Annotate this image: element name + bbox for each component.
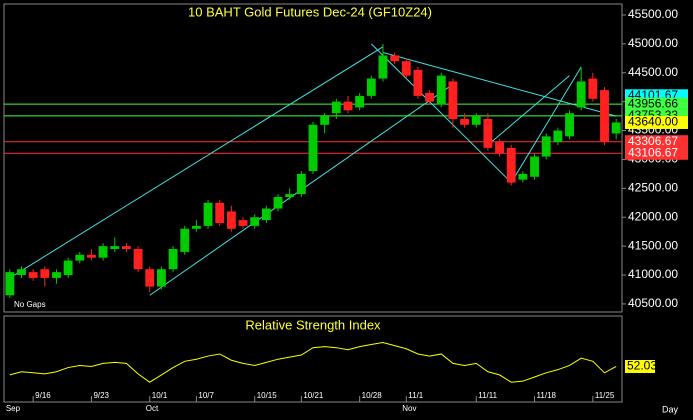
candle-body bbox=[413, 69, 423, 96]
candle-body bbox=[87, 254, 96, 258]
candle-body bbox=[226, 211, 236, 229]
x-tick-label: 9/16 bbox=[35, 391, 51, 400]
candle-body bbox=[250, 217, 260, 226]
y-tick-label: 41500.00 bbox=[628, 238, 678, 252]
candle-body bbox=[122, 246, 131, 250]
y-tick-label: 40500.00 bbox=[628, 296, 678, 310]
chart-title: 10 BAHT Gold Futures Dec-24 (GF10Z24) bbox=[188, 4, 432, 19]
candle-body bbox=[483, 118, 493, 148]
candle-body bbox=[401, 61, 411, 76]
candle-body bbox=[378, 55, 388, 79]
candle-body bbox=[366, 78, 376, 96]
candle-body bbox=[553, 130, 563, 143]
candle-body bbox=[52, 272, 61, 278]
trendline bbox=[487, 75, 570, 146]
x-tick-label: 11/11 bbox=[478, 391, 497, 400]
candle-body bbox=[506, 147, 516, 183]
candle-body bbox=[355, 95, 365, 108]
level-box bbox=[625, 135, 688, 149]
y-tick-label: 42500.00 bbox=[628, 181, 678, 195]
y-tick-label: 45500.00 bbox=[628, 7, 678, 21]
level-box bbox=[625, 146, 688, 160]
rsi-value-label: 52.03 bbox=[627, 359, 657, 373]
level-label: 43306.67 bbox=[628, 134, 678, 148]
candle-body bbox=[565, 113, 574, 137]
candle-body bbox=[320, 116, 330, 125]
y-tick-label: 44500.00 bbox=[628, 65, 678, 79]
candle-body bbox=[145, 269, 155, 287]
x-tick-label: 11/25 bbox=[595, 391, 615, 400]
candle-body bbox=[17, 269, 26, 276]
rsi-panel bbox=[3, 315, 623, 403]
candle-body bbox=[63, 260, 73, 276]
candle-body bbox=[588, 78, 598, 99]
month-label: Sep bbox=[6, 404, 21, 413]
candle-body bbox=[390, 55, 400, 62]
candle-body bbox=[261, 208, 271, 221]
trendline bbox=[9, 46, 384, 279]
level-box bbox=[625, 115, 688, 129]
candle-body bbox=[331, 101, 341, 114]
rsi-value-box bbox=[625, 359, 655, 373]
rsi-line bbox=[9, 341, 617, 383]
candle-body bbox=[273, 197, 283, 209]
candle-body bbox=[518, 173, 528, 180]
candle-body bbox=[576, 81, 586, 108]
candle-body bbox=[180, 228, 190, 252]
note: No Gaps bbox=[14, 300, 46, 309]
candle-body bbox=[308, 124, 318, 172]
x-tick-label: 10/15 bbox=[257, 391, 278, 400]
candle-body bbox=[611, 122, 621, 134]
x-tick-label: 11/1 bbox=[408, 391, 424, 400]
candle-body bbox=[425, 92, 435, 102]
candle-body bbox=[28, 272, 38, 278]
candle-body bbox=[343, 101, 353, 111]
candle-body bbox=[40, 269, 50, 278]
candle-body bbox=[296, 173, 306, 195]
candle-body bbox=[238, 220, 248, 226]
candle-body bbox=[460, 118, 470, 125]
candle-body bbox=[98, 246, 108, 258]
candle-body bbox=[471, 116, 481, 125]
month-label: Oct bbox=[146, 404, 159, 413]
x-tick-label: 10/1 bbox=[152, 391, 168, 400]
x-tick-label: 10/7 bbox=[198, 391, 214, 400]
price-panel bbox=[3, 3, 623, 313]
level-label: 43106.67 bbox=[628, 145, 678, 159]
x-tick-label: 10/28 bbox=[362, 391, 383, 400]
level-label: 43640.00 bbox=[628, 115, 678, 129]
y-tick-label: 41000.00 bbox=[628, 267, 678, 281]
candle-body bbox=[600, 90, 609, 143]
candle-body bbox=[495, 142, 504, 154]
candle-body bbox=[436, 75, 446, 105]
candle-body bbox=[168, 249, 178, 270]
x-tick-label: 10/21 bbox=[303, 391, 324, 400]
candle-body bbox=[285, 194, 295, 198]
candle-body bbox=[448, 81, 458, 119]
x-tick-label: 11/18 bbox=[537, 391, 557, 400]
candle-body bbox=[5, 272, 15, 296]
trendline bbox=[510, 66, 582, 183]
candle-body bbox=[133, 249, 143, 270]
month-label: Nov bbox=[402, 404, 416, 413]
level-label: 43956.66 bbox=[628, 96, 678, 110]
x-unit: Day bbox=[662, 404, 679, 414]
y-tick-label: 45000.00 bbox=[628, 36, 678, 50]
candle-body bbox=[203, 202, 213, 226]
level-box bbox=[625, 97, 688, 111]
candle-body bbox=[156, 269, 166, 287]
candle-body bbox=[215, 202, 225, 224]
candle-body bbox=[530, 156, 539, 177]
x-tick-label: 9/23 bbox=[93, 391, 109, 400]
trendline bbox=[370, 43, 512, 183]
rsi-title: Relative Strength Index bbox=[245, 317, 381, 332]
y-tick-label: 42000.00 bbox=[628, 209, 678, 223]
candle-body bbox=[110, 246, 120, 250]
candle-body bbox=[75, 254, 85, 261]
candle-body bbox=[191, 225, 201, 229]
candle-body bbox=[541, 136, 551, 157]
